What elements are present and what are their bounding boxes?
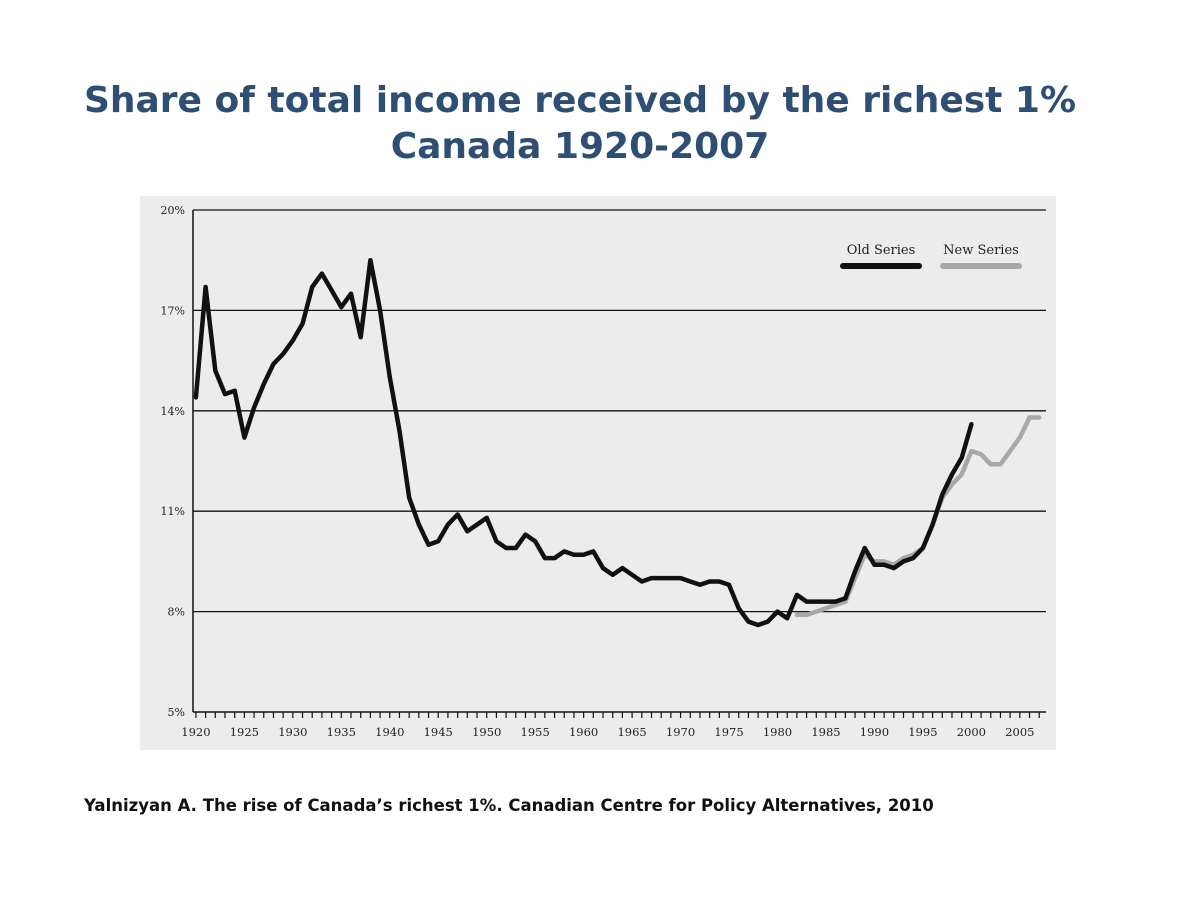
x-tick-label-1955: 1955 [521, 725, 550, 739]
chart-title-line-2: Canada 1920-2007 [390, 126, 770, 167]
y-tick-label-14: 14% [161, 405, 185, 418]
x-tick-label-1970: 1970 [666, 725, 695, 739]
legend: Old Series New Series [840, 243, 1022, 269]
x-tick-label-1940: 1940 [375, 725, 404, 739]
y-tick-label-17: 17% [161, 304, 185, 317]
x-tick-label-1990: 1990 [860, 725, 889, 739]
x-tick-label-1925: 1925 [230, 725, 259, 739]
y-tick-label-5: 5% [168, 706, 185, 719]
axes [192, 210, 1046, 718]
x-tick-label-1960: 1960 [569, 725, 598, 739]
y-tick-label-11: 11% [161, 505, 185, 518]
chart-background [140, 196, 1056, 750]
y-axis-tick-labels: 5% 8% 11% 14% 17% 20% [161, 204, 185, 719]
y-tick-label-8: 8% [168, 606, 185, 619]
x-tick-label-1975: 1975 [714, 725, 743, 739]
gridlines [193, 209, 1046, 613]
legend-label-new-series: New Series [943, 243, 1019, 258]
line-chart: 5% 8% 11% 14% 17% 20% 1920 1925 1930 1935 1940 194… [140, 196, 1056, 750]
chart-title: Share of total income received by the ri… [0, 78, 1160, 170]
source-citation: Yalnizyan A. The rise of Canada’s riches… [84, 796, 934, 815]
x-axis-tick-labels: 1920 1925 1930 1935 1940 1945 1950 1955 1960 1965… [181, 725, 1034, 739]
x-tick-label-1950: 1950 [472, 725, 501, 739]
x-tick-label-1935: 1935 [327, 725, 356, 739]
x-tick-label-2005: 2005 [1005, 725, 1034, 739]
old-series-line [193, 257, 974, 628]
x-tick-label-1985: 1985 [811, 725, 840, 739]
x-tick-label-1995: 1995 [908, 725, 937, 739]
chart-container: 5% 8% 11% 14% 17% 20% 1920 1925 1930 1935 1940 194… [140, 196, 1056, 750]
x-tick-label-1965: 1965 [617, 725, 646, 739]
chart-title-line-1: Share of total income received by the ri… [83, 80, 1077, 121]
x-tick-label-2000: 2000 [957, 725, 986, 739]
legend-label-old-series: Old Series [847, 243, 916, 258]
x-tick-label-1980: 1980 [763, 725, 792, 739]
x-tick-label-1920: 1920 [181, 725, 210, 739]
x-tick-label-1930: 1930 [278, 725, 307, 739]
series-lines [193, 257, 1042, 628]
y-tick-label-20: 20% [161, 204, 185, 217]
x-tick-label-1945: 1945 [424, 725, 453, 739]
